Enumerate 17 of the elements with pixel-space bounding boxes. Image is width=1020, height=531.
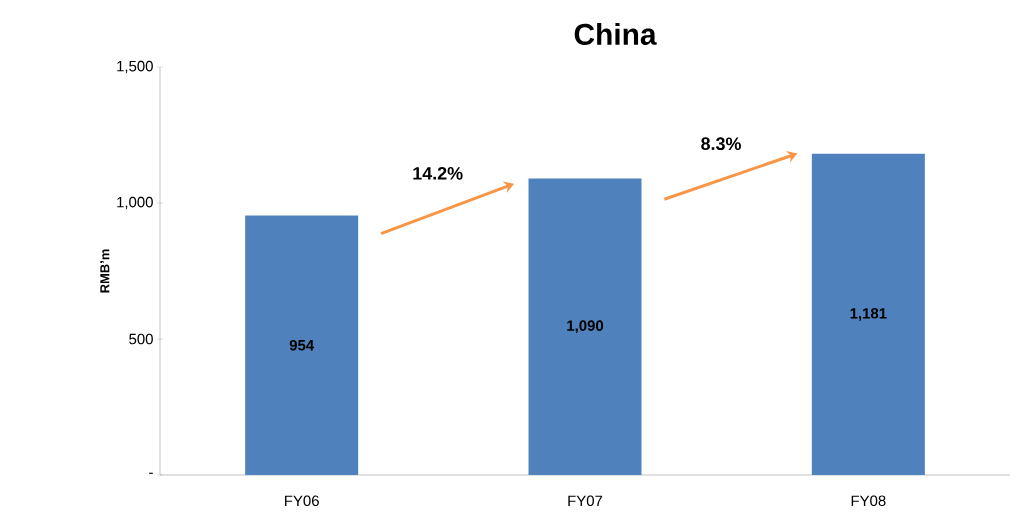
bar: [811, 153, 925, 475]
data-label: 1,090: [567, 320, 604, 334]
annotation: 14.2%: [413, 166, 463, 180]
bar: [245, 215, 359, 475]
x-tick-label: FY07: [568, 495, 603, 507]
y-axis-title: RMB’m: [100, 249, 110, 293]
y-tick-label: 500: [129, 333, 153, 345]
annotation: 8.3%: [701, 137, 741, 151]
bar: [528, 178, 642, 475]
x-tick-label: FY08: [851, 495, 886, 507]
data-label: 954: [289, 339, 315, 351]
y-tick-label: 1,000: [117, 196, 153, 210]
data-label: 1,181: [850, 307, 887, 321]
y-tick-label: -: [149, 472, 153, 474]
chart-title: China: [574, 23, 657, 45]
x-tick-label: FY06: [285, 495, 319, 507]
y-tick-label: 1,500: [117, 60, 153, 74]
